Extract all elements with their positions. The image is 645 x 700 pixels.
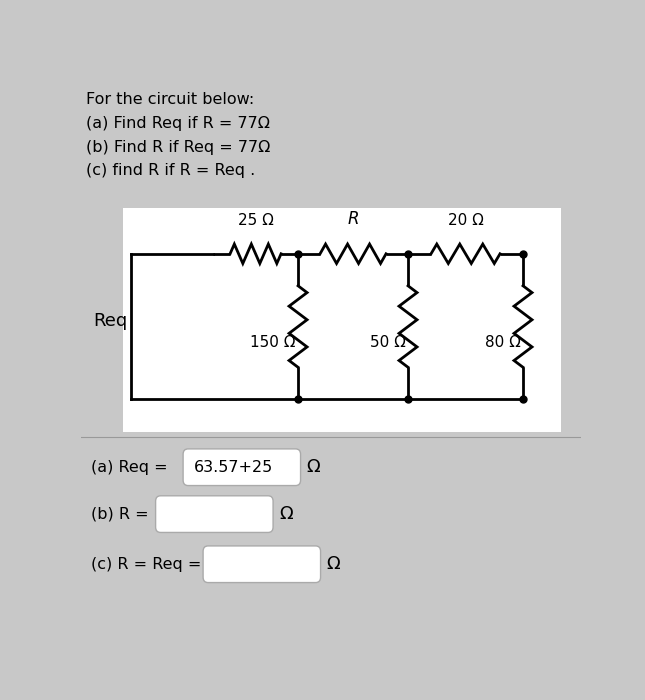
Text: Ω: Ω bbox=[306, 458, 320, 476]
Text: (a) Req =: (a) Req = bbox=[90, 460, 167, 475]
FancyBboxPatch shape bbox=[81, 437, 580, 623]
Text: 63.57+25: 63.57+25 bbox=[194, 460, 273, 475]
Text: (c) R = Req =: (c) R = Req = bbox=[90, 556, 201, 572]
Text: 25 Ω: 25 Ω bbox=[237, 213, 273, 228]
Text: For the circuit below:: For the circuit below: bbox=[86, 92, 254, 107]
Text: 50 Ω: 50 Ω bbox=[370, 335, 406, 350]
Text: 150 Ω: 150 Ω bbox=[250, 335, 295, 350]
Text: (a) Find Req if R = 77Ω: (a) Find Req if R = 77Ω bbox=[86, 116, 270, 131]
FancyBboxPatch shape bbox=[203, 546, 321, 582]
Text: (c) find R if R = Req .: (c) find R if R = Req . bbox=[86, 163, 255, 179]
Text: 80 Ω: 80 Ω bbox=[484, 335, 521, 350]
Text: R: R bbox=[347, 210, 359, 228]
Text: 20 Ω: 20 Ω bbox=[448, 213, 484, 228]
Text: Req: Req bbox=[93, 312, 127, 330]
Text: (b) Find R if Req = 77Ω: (b) Find R if Req = 77Ω bbox=[86, 139, 270, 155]
FancyBboxPatch shape bbox=[123, 208, 561, 432]
FancyBboxPatch shape bbox=[155, 496, 273, 533]
Text: (b) R =: (b) R = bbox=[90, 507, 148, 522]
FancyBboxPatch shape bbox=[183, 449, 301, 486]
Text: Ω: Ω bbox=[326, 555, 340, 573]
Text: Ω: Ω bbox=[279, 505, 293, 523]
